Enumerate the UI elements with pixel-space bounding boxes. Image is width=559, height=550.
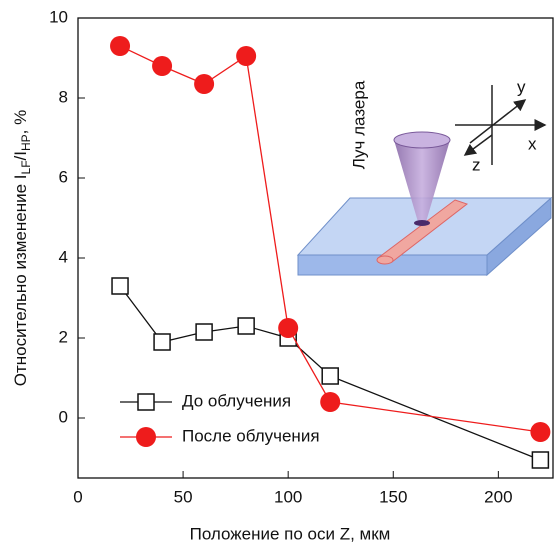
legend-label: До облучения (182, 391, 291, 410)
data-point (153, 333, 171, 351)
data-point (111, 277, 129, 295)
y-tick-label: 0 (59, 407, 68, 426)
y-label-part: LF (19, 160, 33, 174)
x-axis-label: Положение по оси Z, мкм (190, 524, 391, 543)
data-point (237, 317, 255, 335)
y-tick-label: 8 (59, 87, 68, 106)
inset-axis-label: y (517, 77, 526, 96)
data-point (321, 367, 339, 385)
y-tick-label: 6 (59, 167, 68, 186)
y-label-part: Относительно изменение I (11, 174, 30, 386)
inset-illustration: y x z Луч лазера (296, 77, 553, 277)
inset-axis-label: z (472, 155, 481, 174)
data-point (152, 56, 173, 76)
y-tick-label: 2 (59, 327, 68, 346)
y-tick-label: 10 (49, 7, 68, 26)
x-tick-label: 50 (174, 487, 193, 506)
legend-label: После облучения (182, 426, 320, 445)
legend-marker (137, 393, 155, 411)
x-tick-label: 150 (379, 487, 407, 506)
inset-label: Луч лазера (349, 80, 368, 169)
data-point (194, 74, 215, 94)
legend-marker (136, 427, 156, 447)
x-tick-label: 100 (274, 487, 302, 506)
plot-frame (77, 17, 554, 479)
x-tick-label: 200 (484, 487, 512, 506)
y-label-part: , % (11, 110, 30, 135)
y-label-part: /I (11, 151, 30, 160)
data-point (236, 46, 257, 66)
data-point (110, 36, 131, 56)
inset-axis-label: x (528, 134, 537, 153)
data-point (278, 318, 299, 338)
data-point (195, 323, 213, 341)
x-tick-label: 0 (73, 487, 82, 506)
y-axis-label: Относительно изменение ILF/IHP, % (11, 110, 33, 386)
data-point (320, 392, 341, 412)
y-label-part: HP (19, 134, 33, 151)
data-point (530, 422, 551, 442)
data-point (531, 451, 550, 469)
y-tick-label: 4 (59, 247, 68, 266)
